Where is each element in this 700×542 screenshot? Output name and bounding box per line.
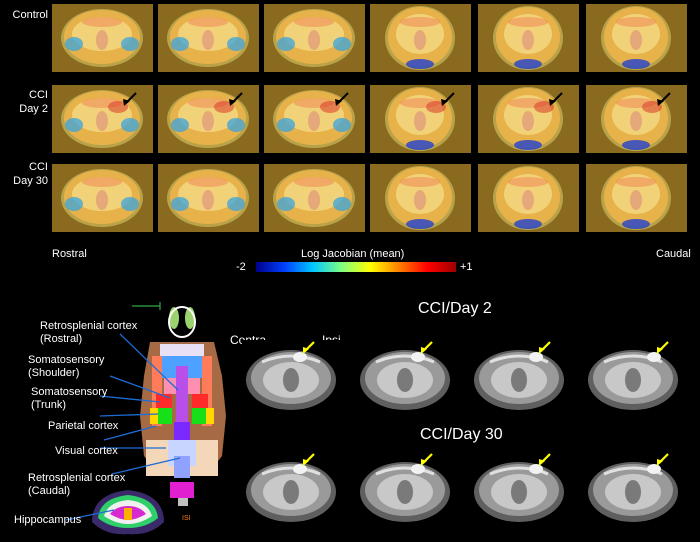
region-label-parietal-cortex: Parietal cortex (48, 420, 119, 432)
region-label-hippocampus: Hippocampus (14, 514, 82, 526)
region-label-somatosensory-shoulder: Somatosensory (Shoulder) (28, 354, 105, 379)
jacobian-panel (370, 85, 471, 153)
jacobian-panel (264, 85, 365, 153)
rostral-label: Rostral (52, 248, 87, 260)
atlas-diagram: ISI (65, 302, 226, 535)
jacobian-panel (52, 4, 153, 72)
jacobian-panel (52, 164, 153, 232)
region-label-retrosplenial-caudal: Retrosplenial cortex (Caudal) (28, 472, 126, 497)
jacobian-panel (586, 164, 687, 232)
mri-slice (356, 340, 454, 412)
jacobian-panel (52, 85, 153, 153)
mri-slice (584, 452, 682, 524)
row-label-control: Control (12, 9, 48, 21)
mri-slice (242, 452, 340, 524)
mri-slice (584, 340, 682, 412)
jacobian-panel (370, 4, 471, 72)
title-cci-day30: CCI/Day 30 (420, 426, 503, 443)
row-label-cci-day2: CCI Day 2 (19, 89, 48, 115)
svg-text:ISI: ISI (182, 515, 191, 522)
colorbar-max-label: +1 (460, 261, 473, 273)
jacobian-panel (264, 164, 365, 232)
region-label-retrosplenial-rostral: Retrosplenial cortex (Rostral) (40, 320, 138, 345)
jacobian-panel (264, 4, 365, 72)
jacobian-panel (586, 85, 687, 153)
jacobian-panel (478, 4, 579, 72)
mri-slice (470, 340, 568, 412)
colorbar-title: Log Jacobian (mean) (301, 248, 405, 260)
title-cci-day2: CCI/Day 2 (418, 300, 492, 317)
colorbar-min-label: -2 (236, 261, 246, 273)
caudal-label: Caudal (656, 248, 691, 260)
colorbar (256, 262, 456, 272)
row-label-cci-day30: CCI Day 30 (13, 161, 48, 187)
mri-slice (356, 452, 454, 524)
jacobian-panel (158, 85, 259, 153)
jacobian-panel (370, 164, 471, 232)
jacobian-panel (478, 85, 579, 153)
jacobian-panel (158, 164, 259, 232)
jacobian-panel (478, 164, 579, 232)
mri-slice (242, 340, 340, 412)
mri-slice (470, 452, 568, 524)
jacobian-panel (158, 4, 259, 72)
region-label-visual-cortex: Visual cortex (55, 445, 118, 457)
jacobian-panel (586, 4, 687, 72)
region-label-somatosensory-trunk: Somatosensory (Trunk) (31, 386, 108, 411)
